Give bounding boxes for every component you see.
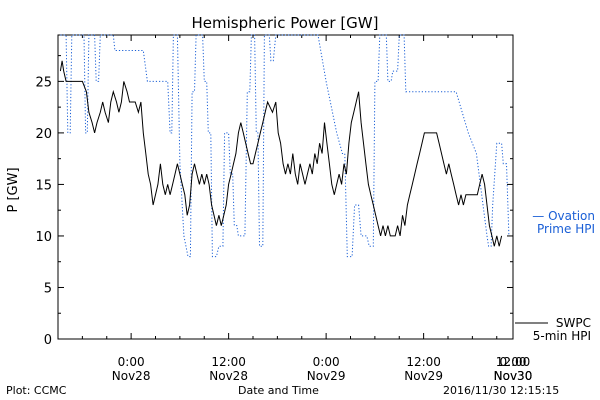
x-tick-date-label: Nov30 <box>494 369 533 383</box>
x-tick-date-label: Nov29 <box>307 369 346 383</box>
x-axis-ticks: 0:00Nov2812:00Nov280:00Nov2912:00Nov290:… <box>81 35 533 383</box>
legend-swpc-label: SWPC <box>556 316 591 330</box>
y-tick-label: 5 <box>44 281 52 296</box>
x-tick-time-label: 12:00 <box>406 355 441 369</box>
x-axis-label: Date and Time <box>238 384 319 397</box>
plot-frame <box>57 34 514 340</box>
timestamp: 2016/11/30 12:15:15 <box>443 384 560 397</box>
legend-ovation-label: — Ovation <box>532 209 595 223</box>
legend-swpc-label: 5-min HPI <box>533 329 591 343</box>
x-tick-time-label: 0:00 <box>500 355 527 369</box>
y-tick-label: 20 <box>35 127 52 142</box>
series-lines <box>59 34 510 258</box>
y-axis-label: P [GW] <box>6 167 21 212</box>
y-axis-ticks: 0 5 10 15 20 25 <box>35 55 513 348</box>
x-tick-date-label: Nov28 <box>112 369 151 383</box>
y-tick-label: 0 <box>44 333 52 348</box>
y-tick-label: 10 <box>35 230 52 245</box>
ovation-prime-hpi-line <box>60 34 510 258</box>
y-tick-label: 15 <box>35 178 52 193</box>
x-tick-time-label: 12:00 <box>496 355 531 369</box>
x-tick-time-label: 12:00 <box>211 355 246 369</box>
chart-title: Hemispheric Power [GW] <box>192 14 379 32</box>
x-tick-time-label: 0:00 <box>118 355 145 369</box>
legend-ovation-label: Prime HPI <box>537 222 595 236</box>
y-tick-label: 25 <box>35 75 52 90</box>
x-tick-date-label: Nov28 <box>209 369 248 383</box>
plot-credit: Plot: CCMC <box>6 384 67 397</box>
x-tick-date-label: Nov30 <box>494 369 533 383</box>
swpc-hpi-line <box>59 60 503 247</box>
x-tick-time-label: 0:00 <box>313 355 340 369</box>
x-tick-date-label: Nov29 <box>404 369 443 383</box>
